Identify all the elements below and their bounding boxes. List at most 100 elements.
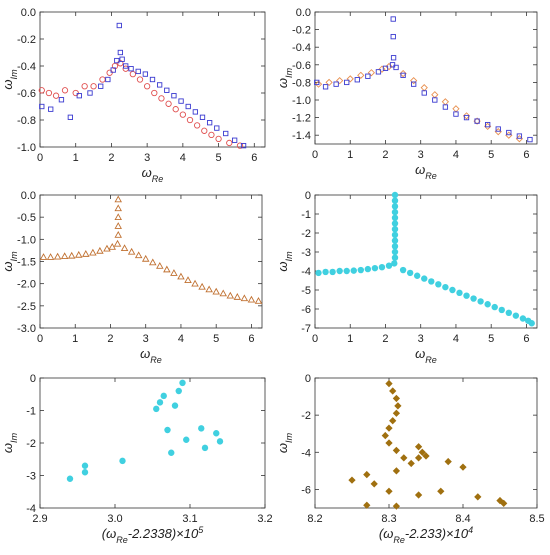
data-point (98, 83, 104, 89)
data-point (168, 449, 175, 456)
data-point (456, 289, 463, 297)
y-tick-label: -4 (301, 266, 311, 278)
y-tick-label: -1.5 (17, 257, 36, 269)
x-tick-label: 5 (488, 149, 494, 161)
data-point (205, 285, 213, 293)
x-tick-label: 1 (347, 149, 353, 161)
data-point (385, 424, 393, 432)
data-point (315, 269, 322, 277)
x-tick-label: 6 (248, 333, 254, 345)
panel-2: 0 1 2 3 4 5 6 0.0 -0.2 -0.4 -0.6 -0.8 -1.0 -1.2 -1.4 ωR… (275, 7, 538, 181)
data-point (420, 84, 428, 92)
x-tick-label: 4 (178, 333, 184, 345)
x-tick-label: 4 (453, 333, 459, 345)
y-axis-label: ωIm (275, 432, 294, 453)
data-point (343, 267, 350, 275)
data-point (148, 258, 157, 266)
series-2 (39, 22, 247, 149)
data-point (106, 69, 113, 76)
series-1 (315, 191, 535, 327)
data-point (164, 426, 171, 434)
data-point (322, 268, 329, 276)
data-point (156, 399, 164, 406)
x-tick-label: 5 (488, 333, 494, 345)
y-tick-label: -1 (26, 406, 36, 418)
data-point (236, 142, 244, 149)
data-point (45, 89, 53, 97)
data-point (431, 91, 439, 99)
x-tick-label: 1 (347, 333, 353, 345)
data-point (421, 90, 427, 96)
x-tick-label: 2 (108, 152, 114, 164)
data-point (90, 83, 97, 90)
data-point (463, 292, 470, 299)
data-point (136, 76, 144, 83)
y-tick-label: -0.8 (292, 77, 311, 89)
data-point (156, 82, 163, 88)
y-tick-label: -0.6 (17, 88, 36, 100)
data-point (198, 425, 205, 432)
data-point (184, 276, 192, 283)
data-point (350, 267, 357, 274)
x-tick-label: 3 (144, 152, 150, 164)
x-axis-label: (ωRe-2.233)×104 (379, 525, 473, 545)
y-tick-label: -1.0 (292, 95, 311, 107)
data-point (463, 114, 470, 121)
y-tick-label: -2 (301, 410, 311, 422)
data-point (219, 289, 228, 297)
data-point (367, 69, 376, 77)
data-point (52, 92, 60, 99)
y-tick-label: -2.5 (17, 301, 36, 313)
data-point (400, 454, 408, 462)
plot-frame (39, 194, 263, 329)
data-point (185, 103, 191, 110)
series-1 (348, 379, 508, 510)
y-tick-label: -6 (301, 304, 311, 316)
x-tick-label: 8.4 (455, 513, 470, 525)
data-point (498, 306, 505, 314)
data-point (392, 394, 401, 403)
data-point (452, 105, 460, 113)
y-tick-label: -7 (301, 323, 311, 335)
data-point (128, 66, 134, 72)
data-point (206, 120, 213, 126)
data-point (82, 250, 90, 257)
data-point (325, 78, 333, 87)
data-point (505, 309, 513, 316)
data-point (38, 87, 45, 94)
x-tick-label: 3 (143, 333, 149, 345)
panel-4: 0 1 2 3 4 5 6 0 -1 -2 -3 -4 -5 -6 -7 ωRe ωIm (275, 190, 538, 365)
data-point (186, 116, 194, 124)
plot-frame (39, 377, 266, 509)
series-1 (314, 62, 524, 143)
y-tick-label: -3.0 (17, 323, 36, 335)
data-point (179, 111, 187, 118)
x-axis-label: ωRe (415, 346, 437, 365)
data-point (67, 251, 76, 259)
data-point (393, 64, 399, 71)
data-point (122, 65, 129, 72)
x-tick-label: 2.9 (32, 513, 47, 525)
data-point (114, 230, 122, 238)
data-point (364, 265, 372, 273)
data-point (421, 275, 428, 282)
x-tick-label: 4 (453, 149, 459, 161)
data-point (462, 112, 471, 120)
data-point (391, 254, 399, 261)
data-point (116, 22, 122, 29)
data-point (178, 98, 184, 104)
x-tick-label: 2 (107, 333, 113, 345)
y-tick-label: -4 (301, 447, 311, 459)
y-tick-label: -5 (301, 285, 311, 297)
y-tick-label: -6 (301, 484, 311, 496)
x-tick-label: 0 (37, 333, 43, 345)
data-point (87, 90, 93, 96)
y-tick-label: -0.6 (292, 60, 311, 72)
data-point (208, 131, 215, 139)
data-point (391, 226, 399, 233)
plot-frame (314, 194, 538, 329)
data-point (411, 81, 417, 87)
data-point (389, 417, 397, 425)
data-point (400, 72, 406, 79)
data-point (216, 438, 224, 445)
